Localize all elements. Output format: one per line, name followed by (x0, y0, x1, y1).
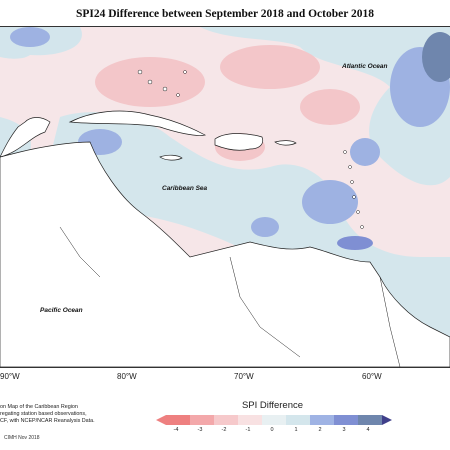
triangle-right-icon (382, 415, 392, 425)
triangle-left-icon (156, 415, 166, 425)
legend-swatch (358, 415, 382, 425)
legend-swatch (310, 415, 334, 425)
legend-tick: -1 (245, 427, 251, 433)
legend-colorbar (156, 415, 392, 425)
lon-label-90w: 90°W (0, 372, 20, 381)
map-title: SPI24 Difference between September 2018 … (75, 8, 374, 20)
legend-tick: -4 (173, 427, 179, 433)
spi-difference-map (0, 27, 450, 367)
map-area: Atlantic Ocean Caribbean Sea Pacific Oce… (0, 26, 450, 368)
legend-swatch (262, 415, 286, 425)
source-note-1: on Map of the Caribbean Region (0, 404, 78, 410)
legend-tick: 1 (294, 427, 298, 433)
legend-tick: 2 (318, 427, 322, 433)
credit-text: CIMH Nov 2018 (4, 435, 40, 441)
legend-title: SPI Difference (241, 400, 304, 411)
legend-tick: 4 (366, 427, 370, 433)
source-note-2: regating station based observations, (0, 411, 87, 417)
legend-swatch (166, 415, 190, 425)
legend-swatch (334, 415, 358, 425)
legend-tick: -3 (197, 427, 203, 433)
legend-tick: -2 (221, 427, 227, 433)
legend-swatch (286, 415, 310, 425)
lon-label-60w: 60°W (362, 372, 382, 381)
lon-label-80w: 80°W (117, 372, 137, 381)
atlantic-ocean-label: Atlantic Ocean (342, 63, 388, 70)
legend-tick: 3 (342, 427, 346, 433)
caribbean-sea-label: Caribbean Sea (162, 185, 208, 192)
legend-swatch (190, 415, 214, 425)
legend-swatch (238, 415, 262, 425)
legend-swatch (214, 415, 238, 425)
pacific-ocean-label: Pacific Ocean (40, 307, 83, 314)
lon-label-70w: 70°W (234, 372, 254, 381)
legend-tick: 0 (270, 427, 274, 433)
source-note-3: CF, with NCEP/NCAR Reanalysis Data. (0, 418, 95, 424)
